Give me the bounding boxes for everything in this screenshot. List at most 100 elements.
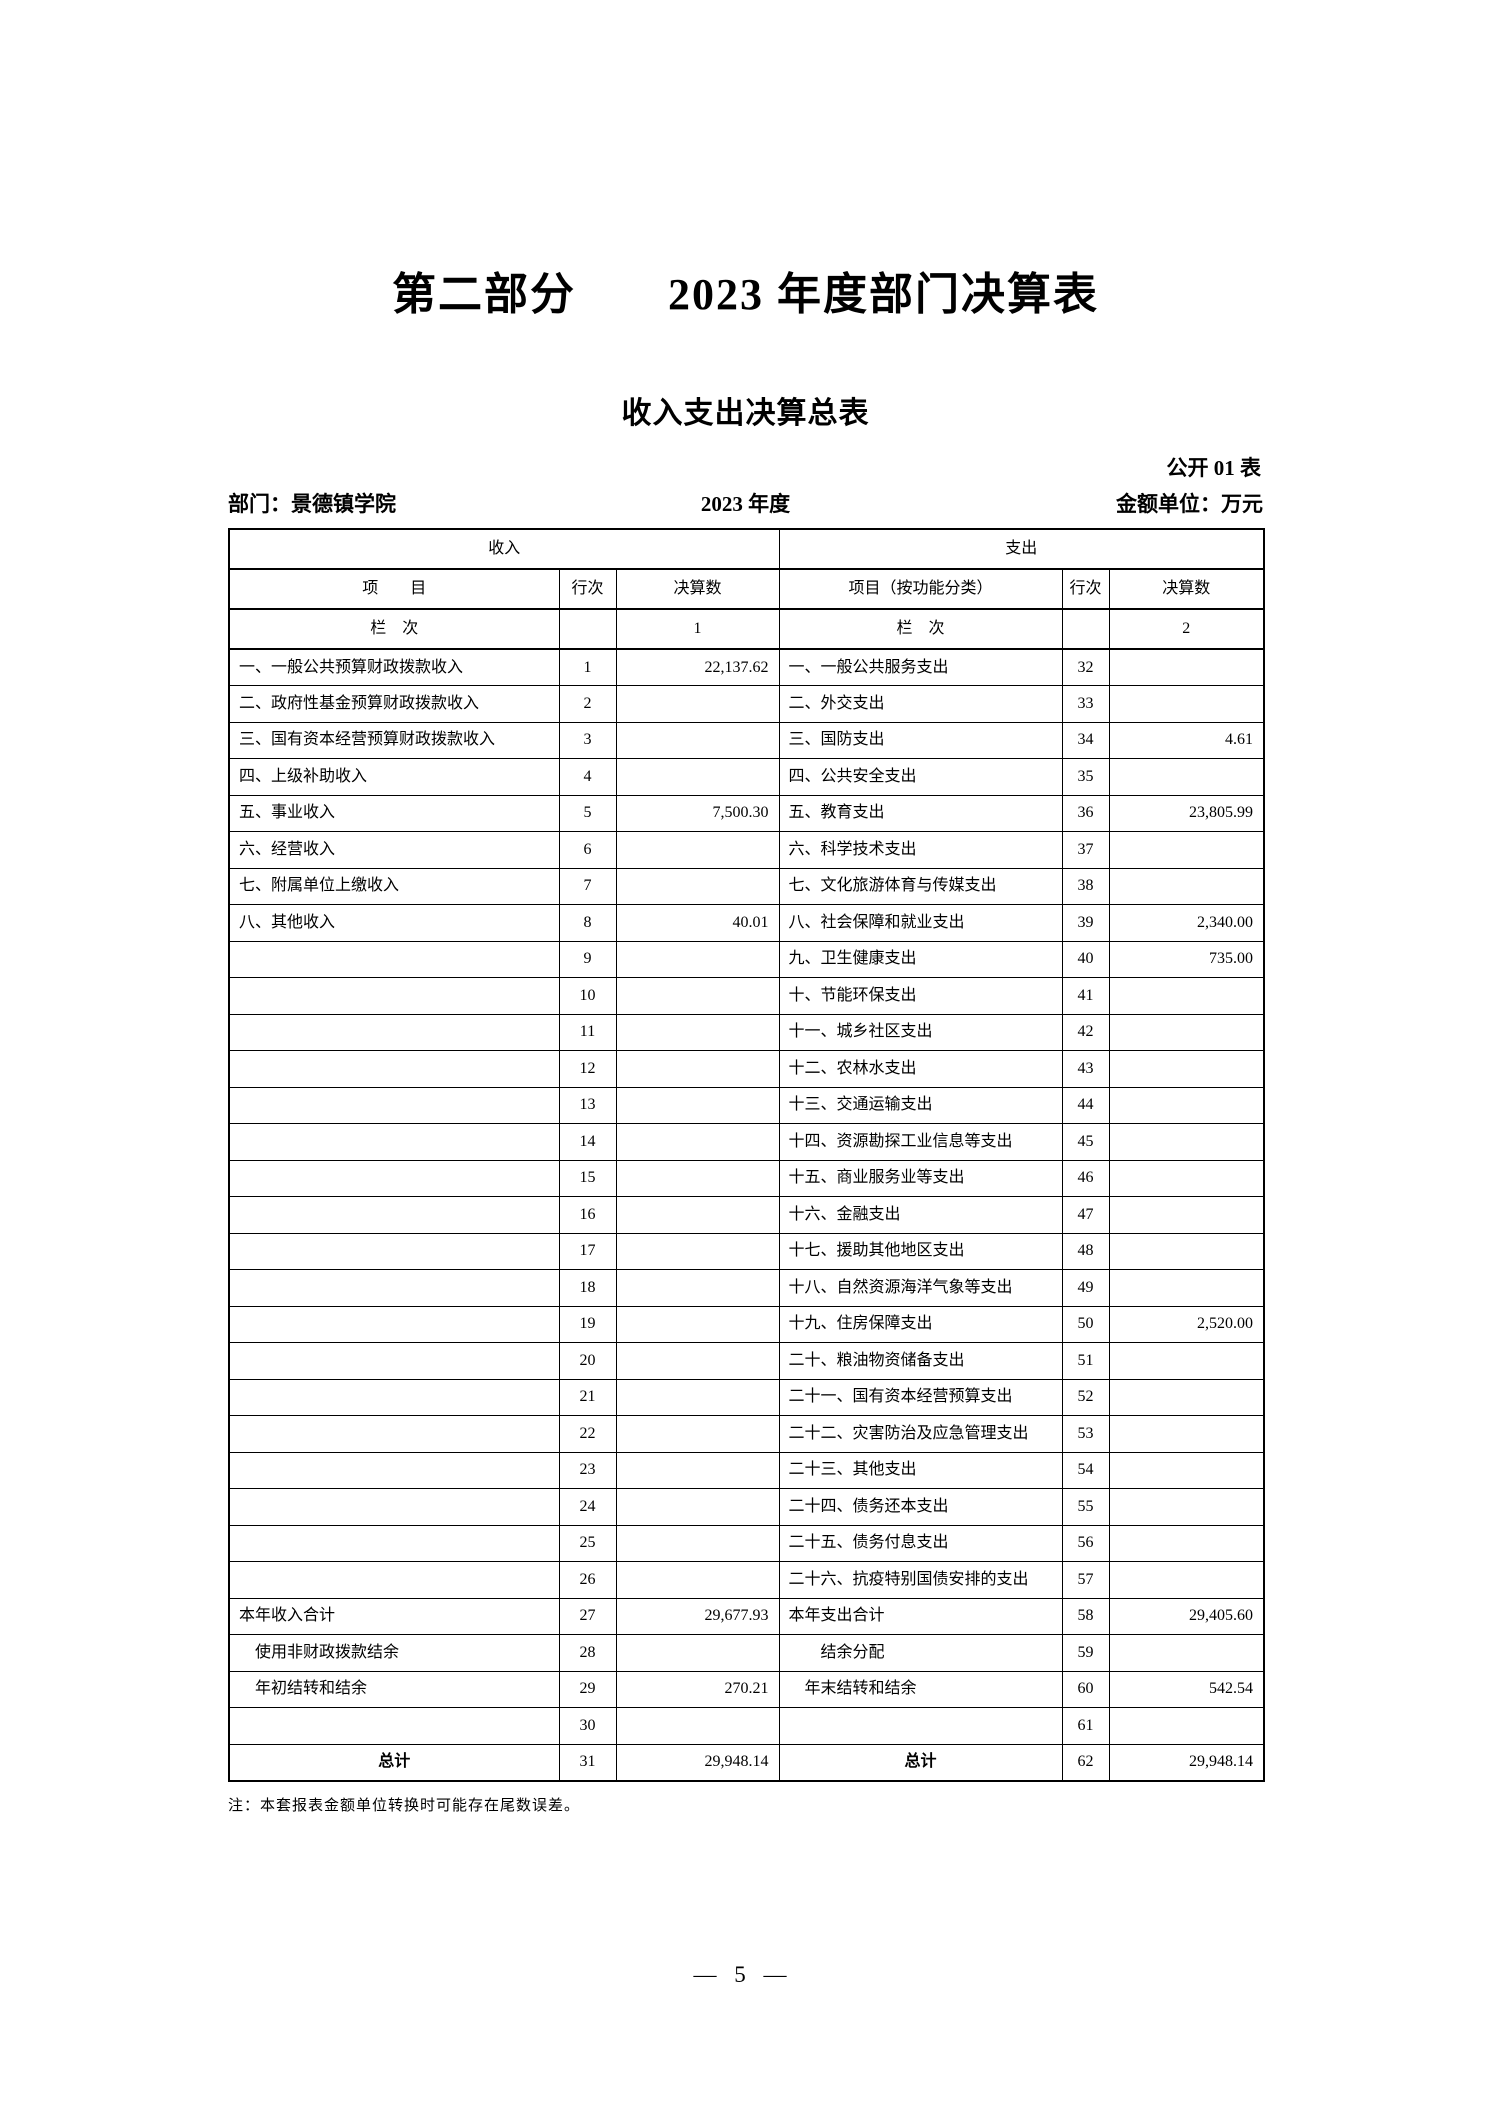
expense-value-cell: [1108, 648, 1265, 686]
expense-item-cell: 十三、交通运输支出: [778, 1086, 1063, 1124]
expense-value-cell: [1108, 1378, 1265, 1416]
expense-section-header: 支出: [778, 528, 1265, 570]
income-item-cell: [228, 1159, 560, 1197]
table-row: 12 十二、农林水支出 43: [228, 1050, 1265, 1088]
table-row: 24 二十四、债务还本支出 55: [228, 1488, 1265, 1526]
expense-value-cell: [1108, 1634, 1265, 1672]
column-index-expense-label: 栏 次: [778, 608, 1063, 650]
table-info-line: 2023 年度 部门：景德镇学院 金额单位：万元: [228, 488, 1263, 518]
expense-value-cell: 735.00: [1108, 940, 1265, 978]
table-row: 26 二十六、抗疫特别国债安排的支出 57: [228, 1561, 1265, 1599]
expense-line-number-cell: 56: [1061, 1524, 1110, 1562]
table-row: 总计 31 29,948.14 总计 62 29,948.14: [228, 1743, 1265, 1781]
table-row: 9 九、卫生健康支出 40 735.00: [228, 940, 1265, 978]
income-value-cell: [615, 1378, 780, 1416]
income-line-number-cell: 29: [558, 1670, 617, 1708]
expense-item-cell: 二十三、其他支出: [778, 1451, 1063, 1489]
table-row: 23 二十三、其他支出 54: [228, 1451, 1265, 1489]
expense-line-number-cell: 48: [1061, 1232, 1110, 1270]
income-item-cell: 总计: [228, 1743, 560, 1781]
expense-value-cell: [1108, 1488, 1265, 1526]
income-line-number-cell: 10: [558, 977, 617, 1015]
income-item-cell: [228, 1013, 560, 1051]
income-value-cell: [615, 940, 780, 978]
income-item-cell: [228, 1451, 560, 1489]
expense-line-number-cell: 55: [1061, 1488, 1110, 1526]
expense-item-cell: 十六、金融支出: [778, 1196, 1063, 1234]
expense-line-number-cell: 61: [1061, 1707, 1110, 1745]
page-content: 第二部分 2023 年度部门决算表 收入支出决算总表 公开 01 表 2023 …: [228, 0, 1265, 2103]
expense-item-cell: 五、教育支出: [778, 794, 1063, 832]
expense-value-cell: 29,405.60: [1108, 1597, 1265, 1635]
expense-line-number-cell: 49: [1061, 1269, 1110, 1307]
income-line-number-cell: 28: [558, 1634, 617, 1672]
table-row: 17 十七、援助其他地区支出 48: [228, 1232, 1265, 1270]
income-line-number-cell: 4: [558, 758, 617, 796]
income-item-cell: [228, 1561, 560, 1599]
expense-item-cell: 十九、住房保障支出: [778, 1305, 1063, 1343]
expense-line-number-cell: 34: [1061, 721, 1110, 759]
income-value-cell: 22,137.62: [615, 648, 780, 686]
expense-line-number-cell: 33: [1061, 685, 1110, 723]
expense-line-number-cell: 37: [1061, 831, 1110, 869]
income-line-number-cell: 13: [558, 1086, 617, 1124]
expense-item-cell: 十、节能环保支出: [778, 977, 1063, 1015]
income-section-header: 收入: [228, 528, 780, 570]
table-row: 四、上级补助收入 4 四、公共安全支出 35: [228, 758, 1265, 796]
income-item-cell: [228, 1086, 560, 1124]
expense-line-number-cell: 50: [1061, 1305, 1110, 1343]
income-item-cell: 五、事业收入: [228, 794, 560, 832]
expense-item-cell: [778, 1707, 1063, 1745]
income-item-cell: 使用非财政拨款结余: [228, 1634, 560, 1672]
table-row: 18 十八、自然资源海洋气象等支出 49: [228, 1269, 1265, 1307]
table-row: 年初结转和结余 29 270.21 年末结转和结余 60 542.54: [228, 1670, 1265, 1708]
income-value-cell: [615, 1050, 780, 1088]
expense-value-cell: [1108, 758, 1265, 796]
amount-unit-label: 金额单位：万元: [1116, 492, 1263, 516]
income-line-number-cell: 30: [558, 1707, 617, 1745]
income-value-cell: [615, 1269, 780, 1307]
income-item-cell: 四、上级补助收入: [228, 758, 560, 796]
income-line-number-cell: 15: [558, 1159, 617, 1197]
expense-line-number-cell: 36: [1061, 794, 1110, 832]
expense-value-cell: [1108, 1123, 1265, 1161]
table-row: 14 十四、资源勘探工业信息等支出 45: [228, 1123, 1265, 1161]
income-line-number-cell: 5: [558, 794, 617, 832]
expense-value-cell: [1108, 1013, 1265, 1051]
income-value-cell: [615, 1488, 780, 1526]
income-line-number-cell: 2: [558, 685, 617, 723]
expense-line-number-cell: 62: [1061, 1743, 1110, 1781]
table-row: 15 十五、商业服务业等支出 46: [228, 1159, 1265, 1197]
expense-line-number-cell: 43: [1061, 1050, 1110, 1088]
income-value-cell: [615, 1561, 780, 1599]
expense-item-cell: 一、一般公共服务支出: [778, 648, 1063, 686]
expense-line-number-cell: 41: [1061, 977, 1110, 1015]
expense-line-number-cell: 53: [1061, 1415, 1110, 1453]
table-row: 八、其他收入 8 40.01 八、社会保障和就业支出 39 2,340.00: [228, 904, 1265, 942]
expense-line-number-cell: 32: [1061, 648, 1110, 686]
income-value-cell: [615, 1305, 780, 1343]
table-row: 三、国有资本经营预算财政拨款收入 3 三、国防支出 34 4.61: [228, 721, 1265, 759]
income-value-cell: 7,500.30: [615, 794, 780, 832]
table-title: 收入支出决算总表: [621, 397, 870, 430]
income-line-number-cell: 9: [558, 940, 617, 978]
fiscal-year-label: 2023 年度: [700, 492, 791, 516]
income-line-number-cell: 19: [558, 1305, 617, 1343]
expense-item-cell: 本年支出合计: [778, 1597, 1063, 1635]
income-item-cell: [228, 1488, 560, 1526]
income-value-cell: 270.21: [615, 1670, 780, 1708]
expense-value-cell: 4.61: [1108, 721, 1265, 759]
expense-value-cell: [1108, 1050, 1265, 1088]
expense-item-cell: 十七、援助其他地区支出: [778, 1232, 1063, 1270]
table-row: 使用非财政拨款结余 28 结余分配 59: [228, 1634, 1265, 1672]
income-line-number-cell: 26: [558, 1561, 617, 1599]
column-index-expense-number: 2: [1108, 608, 1265, 650]
table-row: 21 二十一、国有资本经营预算支出 52: [228, 1378, 1265, 1416]
income-item-cell: 八、其他收入: [228, 904, 560, 942]
part-title: 第二部分 2023 年度部门决算表: [392, 270, 1099, 319]
income-value-cell: [615, 1451, 780, 1489]
expense-item-cell: 十八、自然资源海洋气象等支出: [778, 1269, 1063, 1307]
column-index-empty-cell: [558, 608, 617, 650]
income-value-cell: [615, 1086, 780, 1124]
